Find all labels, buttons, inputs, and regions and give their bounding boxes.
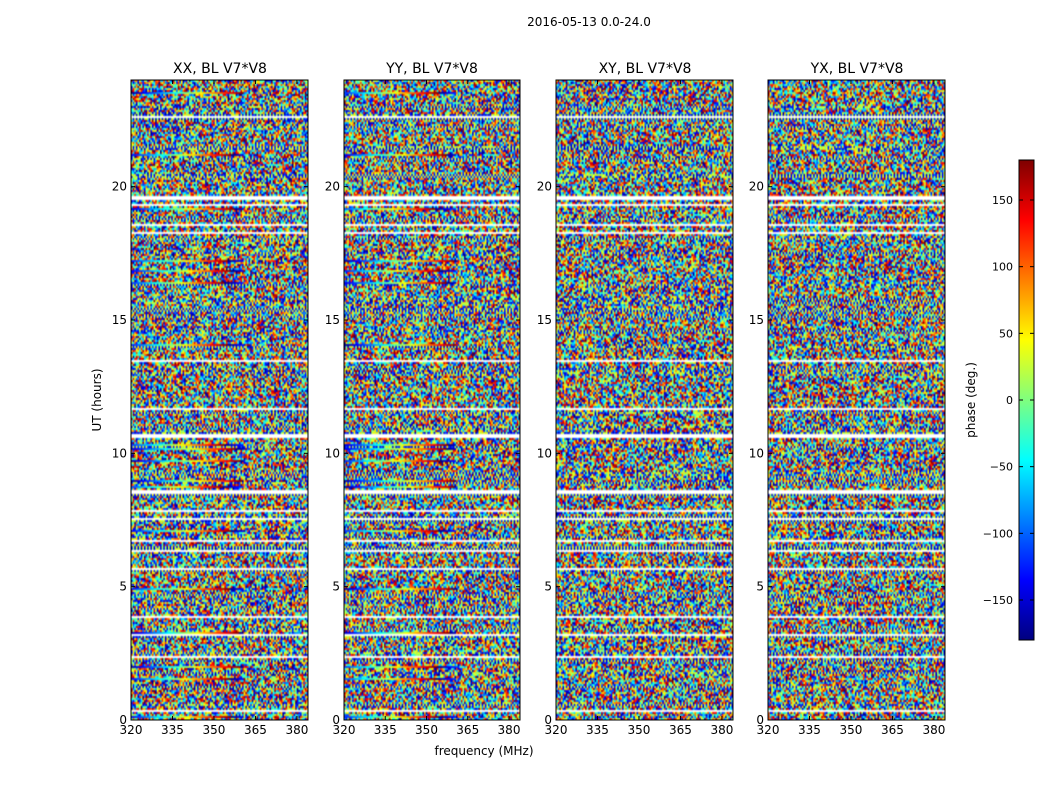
colorbar-label: phase (deg.) [964, 362, 978, 438]
y-ticks-yy: 0 5 10 15 20 [325, 180, 520, 727]
x-tick-label: 335 [798, 723, 821, 737]
y-tick-label: 5 [756, 580, 764, 594]
panel-title-yy: YY, BL V7*V8 [385, 61, 478, 77]
frame-yx [767, 79, 946, 721]
colorbar-ticks: 150 100 50 0 −50 −100 −150 [983, 194, 1034, 607]
heatmap-yy [344, 80, 520, 720]
y-tick-label: 5 [544, 580, 552, 594]
panel-yy: YY, BL V7*V8 320 335 350 365 380 0 5 10 15 20 [325, 61, 521, 737]
x-tick-label: 380 [498, 723, 521, 737]
heatmap-yx [768, 80, 945, 720]
x-tick-label: 320 [120, 723, 143, 737]
colorbar-tick-label: −100 [983, 527, 1013, 540]
y-tick-label: 20 [749, 180, 764, 194]
y-tick-label: 10 [325, 446, 340, 460]
heatmap-xy [556, 80, 733, 720]
x-tick-label: 365 [669, 723, 692, 737]
colorbar-tick-label: −50 [990, 461, 1013, 474]
heatmap-xx [131, 80, 308, 720]
x-axis-label: frequency (MHz) [434, 744, 533, 758]
colorbar: 150 100 50 0 −50 −100 −150 phase (deg.) [964, 159, 1035, 641]
x-tick-label: 380 [285, 723, 308, 737]
x-ticks-yy: 320 335 350 365 380 [333, 80, 521, 737]
x-tick-label: 320 [545, 723, 568, 737]
x-ticks-xy: 320 335 350 365 380 [545, 80, 733, 737]
x-tick-label: 365 [456, 723, 479, 737]
colorbar-tick-label: 50 [999, 327, 1013, 340]
colorbar-tick-label: −150 [983, 594, 1013, 607]
panel-xx: XX, BL V7*V8 320 335 350 365 380 0 5 10 15 20 [112, 61, 309, 737]
panel-title-xx: XX, BL V7*V8 [173, 61, 267, 77]
x-tick-label: 365 [244, 723, 267, 737]
panel-title-yx: YX, BL V7*V8 [810, 61, 904, 77]
x-ticks-xx: 320 335 350 365 380 [120, 80, 308, 737]
x-tick-label: 320 [757, 723, 780, 737]
y-axis-label: UT (hours) [90, 368, 104, 431]
x-tick-label: 320 [333, 723, 356, 737]
x-tick-label: 335 [161, 723, 184, 737]
y-tick-label: 10 [537, 446, 552, 460]
y-ticks-xx: 0 5 10 15 20 [112, 180, 308, 727]
panel-yx: YX, BL V7*V8 320 335 350 365 380 0 5 10 15 20 [749, 61, 946, 737]
y-tick-label: 15 [112, 313, 127, 327]
y-ticks-xy: 0 5 10 15 20 [537, 180, 733, 727]
frame-yy [343, 79, 521, 721]
y-tick-label: 20 [325, 180, 340, 194]
y-tick-label: 15 [325, 313, 340, 327]
y-tick-label: 0 [544, 713, 552, 727]
panel-title-xy: XY, BL V7*V8 [599, 61, 692, 77]
colorbar-tick-label: 100 [992, 261, 1013, 274]
y-tick-label: 20 [537, 180, 552, 194]
x-tick-label: 380 [710, 723, 733, 737]
y-tick-label: 5 [119, 580, 127, 594]
y-tick-label: 5 [332, 580, 340, 594]
y-tick-label: 10 [112, 446, 127, 460]
figure-title: 2016-05-13 0.0-24.0 [527, 15, 651, 29]
x-ticks-yx: 320 335 350 365 380 [757, 80, 945, 737]
x-tick-label: 350 [415, 723, 438, 737]
y-tick-label: 20 [112, 180, 127, 194]
x-tick-label: 350 [840, 723, 863, 737]
y-tick-label: 0 [756, 713, 764, 727]
y-tick-label: 0 [119, 713, 127, 727]
y-tick-label: 15 [537, 313, 552, 327]
y-tick-label: 10 [749, 446, 764, 460]
panel-xy: XY, BL V7*V8 320 335 350 365 380 0 5 10 15 20 [537, 61, 734, 737]
frame-xy [555, 79, 734, 721]
x-tick-label: 365 [881, 723, 904, 737]
x-tick-label: 335 [586, 723, 609, 737]
x-tick-label: 335 [374, 723, 397, 737]
colorbar-tick-label: 150 [992, 194, 1013, 207]
y-tick-label: 0 [332, 713, 340, 727]
y-ticks-yx: 0 5 10 15 20 [749, 180, 945, 727]
y-tick-label: 15 [749, 313, 764, 327]
frame-xx [130, 79, 309, 721]
colorbar-tick-label: 0 [1006, 394, 1013, 407]
x-tick-label: 350 [628, 723, 651, 737]
x-tick-label: 380 [922, 723, 945, 737]
x-tick-label: 350 [203, 723, 226, 737]
